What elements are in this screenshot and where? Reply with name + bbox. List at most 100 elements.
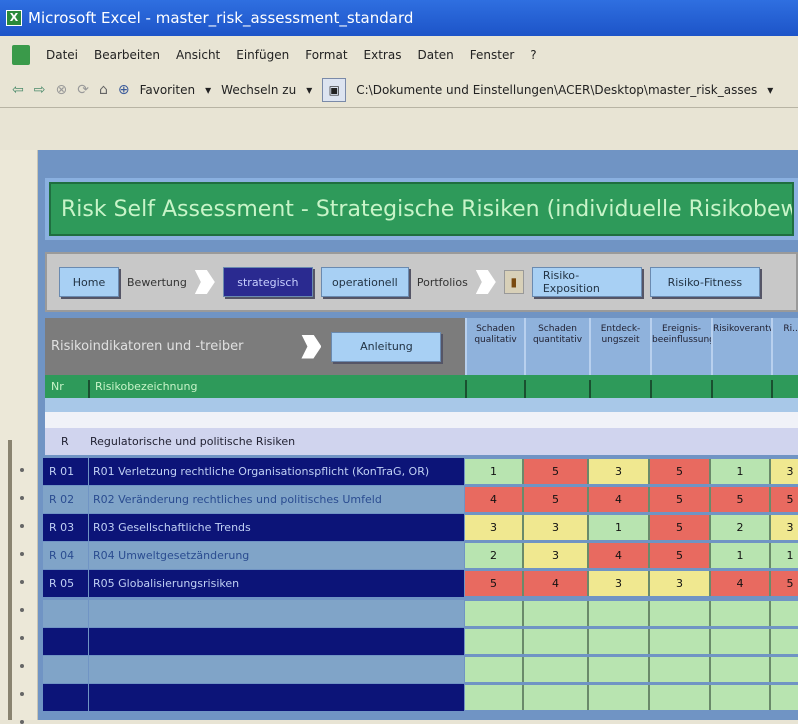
score-cell[interactable]: 5 (650, 543, 711, 568)
home-icon[interactable]: ⌂ (98, 81, 108, 98)
score-cell[interactable]: 2 (711, 515, 771, 540)
score-cell[interactable] (589, 601, 650, 626)
operationell-button[interactable]: operationell (320, 267, 409, 297)
score-cell[interactable] (711, 685, 771, 710)
column-header[interactable]: Schaden quantitativ (524, 318, 589, 375)
score-cell[interactable] (524, 685, 589, 710)
score-cell[interactable]: 1 (589, 515, 650, 540)
column-header[interactable]: Risikoverantwortung (711, 318, 771, 375)
strategisch-button[interactable]: strategisch (222, 267, 313, 297)
stop-icon[interactable]: ⊗ (55, 81, 68, 98)
score-cell[interactable]: 1 (465, 459, 524, 484)
menu-item[interactable]: Einfügen (236, 48, 290, 62)
score-cell[interactable] (771, 685, 798, 710)
score-cell[interactable]: 1 (771, 543, 798, 568)
table-row[interactable] (43, 628, 798, 655)
address-field[interactable]: C:\Dokumente und Einstellungen\ACER\Desk… (356, 82, 758, 97)
anleitung-button[interactable]: Anleitung (331, 331, 442, 362)
score-cell[interactable] (465, 657, 524, 682)
menu-item[interactable]: Ansicht (175, 48, 221, 62)
score-cell[interactable] (771, 601, 798, 626)
score-cell[interactable]: 4 (589, 487, 650, 512)
score-cell[interactable] (524, 601, 589, 626)
score-cell[interactable]: 5 (524, 487, 589, 512)
score-cell[interactable] (650, 601, 711, 626)
back-icon[interactable]: ⇦ (12, 81, 24, 98)
lock-icon[interactable]: ▮ (503, 270, 524, 294)
score-cell[interactable] (465, 601, 524, 626)
home-button[interactable]: Home (59, 267, 119, 297)
outline-dot (20, 608, 24, 612)
score-cell[interactable]: 3 (771, 459, 798, 484)
risk-name: R01 Verletzung rechtliche Organisationsp… (89, 458, 464, 485)
score-cell[interactable] (465, 629, 524, 654)
score-cell[interactable]: 3 (771, 515, 798, 540)
table-row[interactable]: R 03 R03 Gesellschaftliche Trends 3 3 1 5 2 3 (43, 514, 798, 541)
menu-item[interactable]: Daten (417, 48, 454, 62)
score-cell[interactable]: 5 (711, 487, 771, 512)
menu-item[interactable]: Datei (46, 48, 79, 62)
score-cell[interactable] (711, 601, 771, 626)
nav-bar: Home Bewertung strategisch operationell … (45, 252, 798, 312)
column-header[interactable]: Entdeck-ungszeit (589, 318, 650, 375)
score-cell[interactable]: 1 (711, 543, 771, 568)
forward-icon[interactable]: ⇨ (33, 81, 46, 98)
score-cell[interactable]: 3 (589, 571, 650, 596)
score-cell[interactable] (771, 657, 798, 682)
table-row[interactable] (43, 656, 798, 683)
score-cell[interactable]: 4 (524, 571, 589, 596)
menu-item[interactable]: Format (305, 48, 348, 62)
score-cell[interactable]: 2 (465, 543, 524, 568)
score-cell[interactable]: 4 (465, 487, 524, 512)
score-cell[interactable] (711, 629, 771, 654)
goto-menu[interactable]: Wechseln zu (221, 82, 297, 97)
indicator-header: Risikoindikatoren und -treiber Anleitung (45, 318, 465, 375)
group-outline-bar[interactable] (8, 440, 12, 720)
score-cell[interactable]: 5 (771, 571, 798, 596)
score-cell[interactable]: 4 (711, 571, 771, 596)
score-cell[interactable] (589, 629, 650, 654)
outline-dot (20, 580, 24, 584)
menu-item[interactable]: Bearbeiten (94, 48, 160, 62)
score-cell[interactable]: 3 (524, 515, 589, 540)
score-cell[interactable] (711, 657, 771, 682)
score-cell[interactable] (465, 685, 524, 710)
menu-item[interactable]: ? (530, 48, 537, 62)
score-cell[interactable]: 5 (524, 459, 589, 484)
score-cell[interactable]: 1 (711, 459, 771, 484)
score-cell[interactable] (771, 629, 798, 654)
score-cell[interactable] (589, 685, 650, 710)
score-cell[interactable]: 4 (589, 543, 650, 568)
score-cell[interactable]: 5 (650, 515, 711, 540)
score-cell[interactable]: 5 (465, 571, 524, 596)
score-cell[interactable]: 5 (650, 487, 711, 512)
menu-item[interactable]: Extras (363, 48, 402, 62)
score-cell[interactable]: 3 (524, 543, 589, 568)
table-row[interactable] (43, 600, 798, 627)
score-cell[interactable] (650, 685, 711, 710)
score-cell[interactable]: 3 (650, 571, 711, 596)
score-cell[interactable] (650, 629, 711, 654)
risiko-exposition-button[interactable]: Risiko-Exposition (531, 267, 642, 297)
column-header[interactable]: Ri... (771, 318, 798, 375)
table-row[interactable]: R 02 R02 Veränderung rechtliches und poli… (43, 486, 798, 513)
column-header[interactable]: Schaden qualitativ (465, 318, 524, 375)
table-row[interactable]: R 01 R01 Verletzung rechtliche Organisati… (43, 458, 798, 485)
score-cell[interactable] (589, 657, 650, 682)
table-row[interactable] (43, 684, 798, 711)
refresh-icon[interactable]: ⟳ (77, 81, 89, 98)
score-cell[interactable]: 5 (771, 487, 798, 512)
table-row[interactable]: R 05 R05 Globalisierungsrisiken 5 4 3 3 4 5 (43, 570, 798, 597)
score-cell[interactable]: 5 (650, 459, 711, 484)
risiko-fitness-button[interactable]: Risiko-Fitness (649, 267, 760, 297)
score-cell[interactable] (650, 657, 711, 682)
table-row[interactable]: R 04 R04 Umweltgesetzänderung 2 3 4 5 1 1 (43, 542, 798, 569)
favorites-menu[interactable]: Favoriten (139, 82, 196, 97)
score-cell[interactable] (524, 657, 589, 682)
score-cell[interactable] (524, 629, 589, 654)
score-cell[interactable]: 3 (589, 459, 650, 484)
score-cell[interactable]: 3 (465, 515, 524, 540)
column-header[interactable]: Ereignis-beeinflussung (650, 318, 711, 375)
window-icon[interactable]: ▣ (322, 77, 347, 102)
menu-item[interactable]: Fenster (469, 48, 515, 62)
